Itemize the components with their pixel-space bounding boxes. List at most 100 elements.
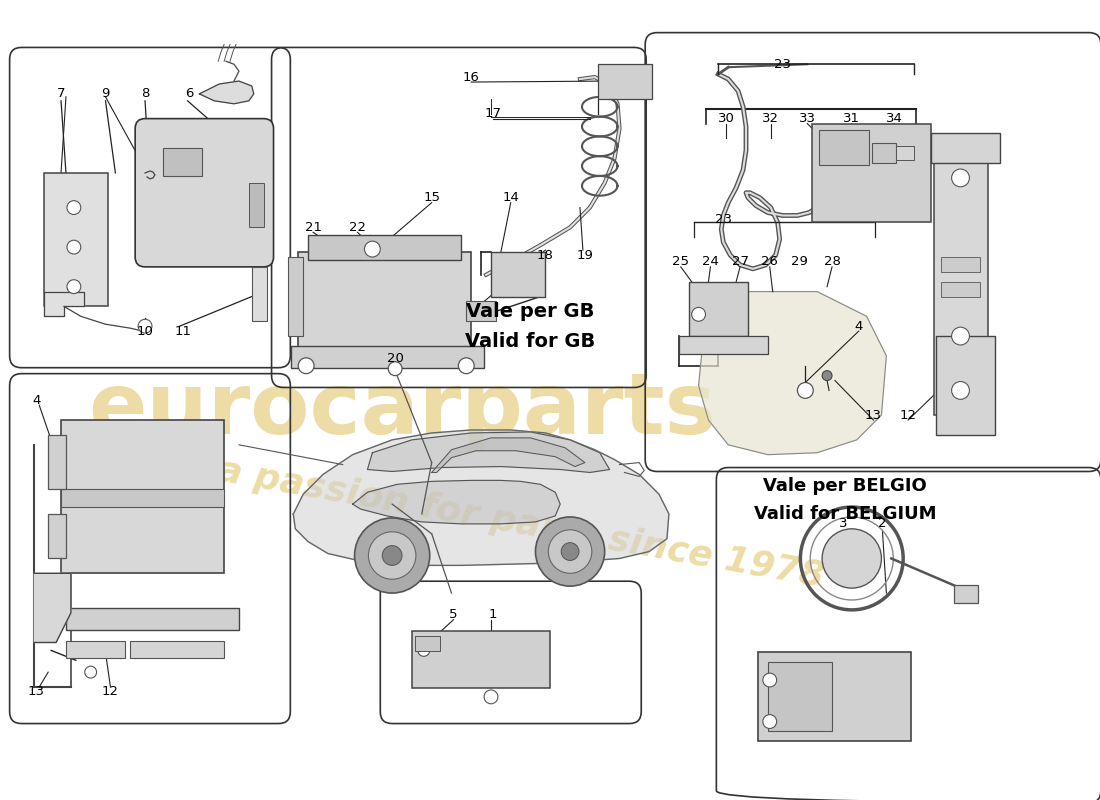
Circle shape (822, 370, 832, 381)
Text: 15: 15 (424, 191, 440, 204)
Circle shape (388, 362, 401, 376)
Bar (60, 490, 224, 507)
Bar (679, 336, 768, 354)
Circle shape (536, 517, 605, 586)
Bar (60, 420, 224, 574)
Text: 21: 21 (305, 221, 321, 234)
Bar (298, 252, 471, 351)
Circle shape (692, 307, 705, 322)
Text: 19: 19 (576, 249, 593, 262)
Text: 23: 23 (774, 58, 791, 70)
Text: 34: 34 (886, 112, 903, 125)
Text: 13: 13 (865, 409, 882, 422)
Circle shape (364, 241, 381, 257)
Circle shape (548, 530, 592, 574)
Bar (954, 585, 978, 603)
Bar (597, 64, 652, 99)
Bar (491, 252, 546, 297)
Circle shape (418, 645, 430, 656)
Text: 4: 4 (32, 394, 41, 407)
Bar (66, 641, 125, 658)
Text: 24: 24 (702, 255, 719, 269)
Polygon shape (367, 432, 609, 473)
Polygon shape (294, 430, 669, 566)
Bar (163, 148, 202, 176)
Circle shape (822, 529, 881, 588)
Text: 22: 22 (349, 221, 366, 234)
FancyBboxPatch shape (135, 118, 274, 267)
Bar (288, 257, 304, 336)
Text: 2: 2 (878, 518, 887, 530)
Text: 1: 1 (488, 608, 497, 622)
Bar (44, 173, 109, 306)
Bar (940, 282, 980, 297)
Text: 32: 32 (762, 112, 779, 125)
Text: 11: 11 (174, 325, 191, 338)
Text: Vale per GB: Vale per GB (466, 302, 595, 321)
Bar (130, 641, 224, 658)
Text: 29: 29 (791, 255, 807, 269)
Polygon shape (44, 291, 84, 316)
Text: 14: 14 (503, 191, 519, 204)
Polygon shape (199, 81, 254, 104)
Bar (812, 123, 931, 222)
Circle shape (368, 532, 416, 579)
Bar (411, 630, 550, 688)
Text: 23: 23 (715, 213, 732, 226)
Bar (66, 608, 239, 630)
Bar (896, 146, 914, 160)
Text: 12: 12 (102, 686, 119, 698)
Bar (768, 662, 832, 731)
Text: 13: 13 (28, 686, 45, 698)
Circle shape (354, 518, 430, 593)
Bar (936, 336, 996, 435)
Circle shape (561, 542, 579, 561)
Polygon shape (698, 291, 887, 454)
Bar (48, 435, 66, 490)
Circle shape (459, 358, 474, 374)
Circle shape (798, 382, 813, 398)
Text: 31: 31 (844, 112, 860, 125)
Bar (252, 267, 266, 322)
Polygon shape (431, 438, 585, 473)
Text: 4: 4 (855, 320, 862, 333)
Bar (758, 652, 911, 742)
Text: 18: 18 (537, 249, 553, 262)
Text: 25: 25 (672, 255, 690, 269)
Text: 20: 20 (387, 352, 404, 366)
Circle shape (383, 546, 402, 566)
Bar (466, 302, 496, 322)
Circle shape (139, 319, 152, 333)
Bar (689, 282, 748, 336)
Circle shape (67, 240, 80, 254)
Text: 10: 10 (136, 325, 154, 338)
Bar (934, 154, 988, 415)
Bar (820, 130, 869, 165)
Text: 16: 16 (463, 70, 480, 83)
Text: 26: 26 (761, 255, 778, 269)
Text: 12: 12 (900, 409, 916, 422)
Bar (292, 346, 484, 368)
Text: 28: 28 (824, 255, 840, 269)
Circle shape (952, 382, 969, 399)
Bar (48, 514, 66, 558)
Text: 5: 5 (449, 608, 458, 622)
Text: eurocarparts: eurocarparts (88, 369, 716, 452)
Text: Vale per BELGIO: Vale per BELGIO (763, 478, 926, 495)
Text: 33: 33 (799, 112, 816, 125)
Polygon shape (34, 574, 70, 642)
Bar (308, 235, 461, 260)
Circle shape (67, 280, 80, 294)
Text: 9: 9 (101, 87, 110, 101)
Polygon shape (353, 480, 560, 524)
Text: Valid for BELGIUM: Valid for BELGIUM (754, 505, 936, 523)
Text: 27: 27 (732, 255, 749, 269)
Text: 30: 30 (718, 112, 735, 125)
Circle shape (298, 358, 315, 374)
Bar (940, 257, 980, 272)
Text: Valid for GB: Valid for GB (465, 331, 596, 350)
Text: a passion for parts since 1978: a passion for parts since 1978 (214, 454, 826, 594)
Text: 8: 8 (141, 87, 150, 101)
Circle shape (952, 327, 969, 345)
Bar (931, 134, 1000, 163)
